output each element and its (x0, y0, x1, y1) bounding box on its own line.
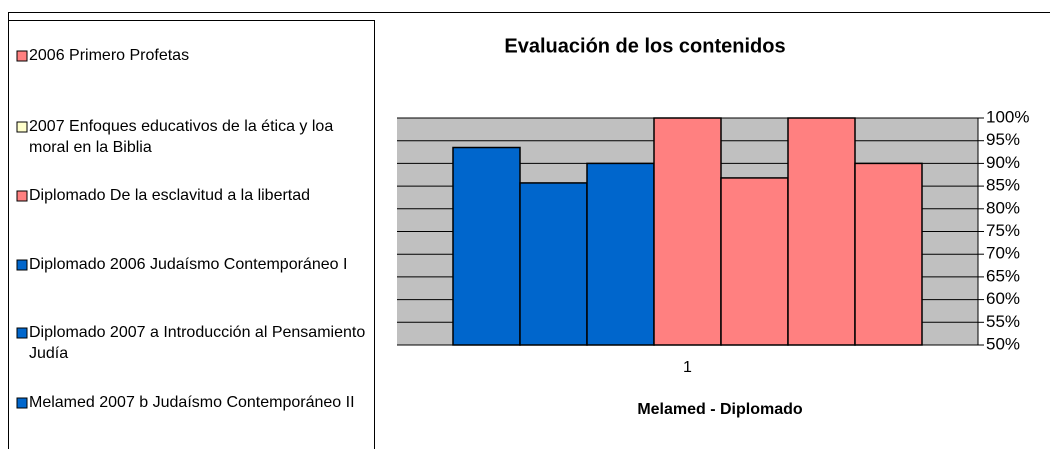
legend-swatch (17, 398, 27, 408)
y-tick-label: 75% (986, 221, 1020, 240)
legend-label: Diplomado De la esclavitud a la libertad (29, 187, 310, 204)
bar (788, 118, 855, 345)
bar (453, 148, 520, 345)
y-tick-label: 70% (986, 244, 1020, 263)
y-tick-label: 80% (986, 198, 1020, 217)
x-axis-title: Melamed - Diplomado (637, 401, 803, 418)
legend-box (9, 21, 375, 450)
legend-swatch (17, 51, 27, 61)
legend-swatch (17, 328, 27, 338)
legend-label: Melamed 2007 b Judaísmo Contemporáneo II (29, 394, 355, 411)
y-tick-label: 55% (986, 312, 1020, 331)
legend-label: 2006 Primero Profetas (29, 47, 189, 64)
bar (721, 178, 788, 345)
y-tick-label: 95% (986, 130, 1020, 149)
bar (654, 118, 721, 345)
chart-title: Evaluación de los contenidos (504, 35, 785, 57)
y-tick-label: 100% (986, 107, 1029, 126)
legend-label: Diplomado 2006 Judaísmo Contemporáneo I (29, 256, 347, 273)
y-tick-label: 90% (986, 153, 1020, 172)
legend-swatch (17, 260, 27, 270)
legend-swatch (17, 122, 27, 132)
bar (855, 163, 922, 345)
legend-swatch (17, 191, 27, 201)
bar (587, 163, 654, 345)
y-tick-label: 50% (986, 334, 1020, 353)
y-tick-label: 65% (986, 266, 1020, 285)
y-tick-label: 60% (986, 289, 1020, 308)
y-tick-label: 85% (986, 176, 1020, 195)
bar (520, 183, 587, 345)
x-tick-label: 1 (683, 359, 692, 376)
